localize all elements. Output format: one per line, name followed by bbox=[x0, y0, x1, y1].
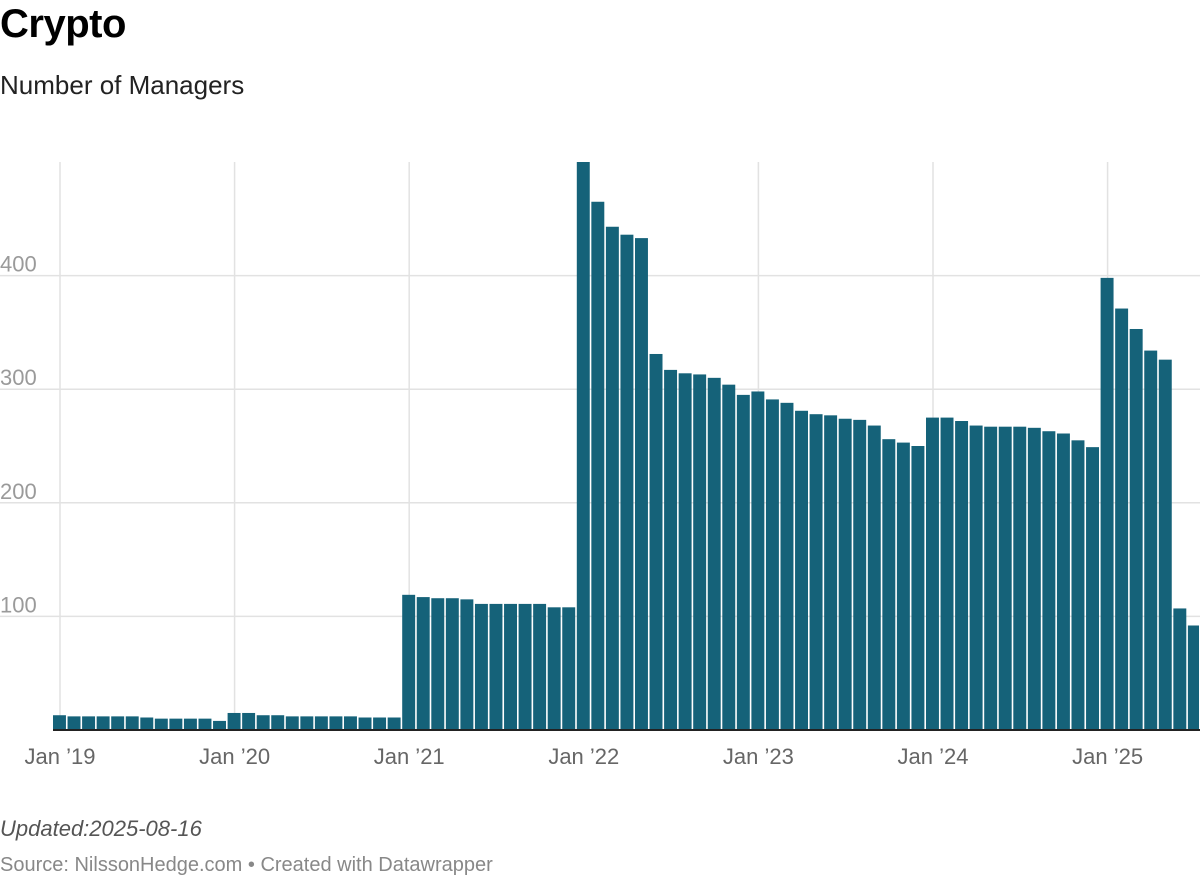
bar bbox=[445, 598, 459, 730]
bar bbox=[154, 718, 168, 730]
chart-title: Crypto bbox=[0, 2, 126, 46]
bar bbox=[1115, 308, 1129, 730]
bar bbox=[111, 716, 125, 730]
bar bbox=[911, 446, 925, 730]
bar bbox=[576, 162, 590, 730]
bar bbox=[809, 414, 823, 730]
bar bbox=[504, 603, 517, 730]
bar bbox=[926, 417, 939, 730]
bar bbox=[1129, 328, 1143, 730]
bar bbox=[474, 603, 488, 730]
bar-chart: 100 200 300 400 Jan ’19 Jan ’20 Jan ’21 Jan ’2… bbox=[0, 162, 1200, 769]
updated-note: Updated:2025-08-16 bbox=[0, 816, 202, 841]
x-tick-label: Jan ’25 bbox=[1072, 744, 1143, 769]
bar bbox=[940, 417, 954, 730]
bar bbox=[1013, 426, 1027, 730]
x-tick-label: Jan ’24 bbox=[898, 744, 969, 769]
x-tick-label: Jan ’22 bbox=[548, 744, 619, 769]
bar bbox=[125, 716, 139, 730]
bar bbox=[969, 425, 983, 730]
bar bbox=[1144, 350, 1158, 730]
bar bbox=[984, 426, 998, 730]
bar bbox=[271, 715, 285, 730]
bar bbox=[867, 425, 881, 730]
bar bbox=[998, 426, 1012, 730]
bar bbox=[795, 410, 808, 730]
bar bbox=[169, 718, 183, 730]
bar bbox=[1158, 359, 1172, 730]
bar bbox=[227, 712, 241, 730]
bar bbox=[664, 369, 678, 730]
x-tick-label: Jan ’23 bbox=[723, 744, 794, 769]
bar bbox=[896, 442, 910, 730]
y-tick-label: 200 bbox=[0, 479, 37, 504]
bar bbox=[1056, 433, 1070, 730]
bar bbox=[329, 716, 343, 730]
bar bbox=[838, 418, 852, 730]
bar bbox=[1173, 608, 1187, 730]
bar bbox=[518, 603, 532, 730]
bar bbox=[591, 201, 605, 730]
bar bbox=[736, 394, 750, 730]
bar bbox=[96, 716, 110, 730]
bar bbox=[649, 353, 663, 730]
bar bbox=[82, 716, 96, 730]
bar bbox=[1071, 440, 1085, 730]
bar bbox=[387, 717, 401, 730]
y-tick-label: 100 bbox=[0, 592, 37, 617]
x-tick-label: Jan ’19 bbox=[25, 744, 96, 769]
bar bbox=[605, 226, 619, 730]
bar bbox=[402, 594, 416, 730]
bar bbox=[955, 421, 969, 730]
bar bbox=[140, 717, 154, 730]
y-tick-label: 400 bbox=[0, 252, 37, 277]
bar bbox=[1027, 427, 1041, 730]
bar bbox=[635, 238, 648, 731]
bar bbox=[460, 599, 474, 730]
source-credit: Source: NilssonHedge.com • Created with … bbox=[0, 854, 493, 876]
bar bbox=[314, 716, 328, 730]
bar bbox=[1086, 447, 1099, 730]
bar bbox=[431, 598, 445, 730]
bar bbox=[547, 607, 561, 730]
bar bbox=[373, 717, 387, 730]
bar bbox=[344, 716, 357, 730]
x-tick-label: Jan ’20 bbox=[199, 744, 270, 769]
bar bbox=[765, 399, 779, 730]
x-axis-labels: Jan ’19 Jan ’20 Jan ’21 Jan ’22 Jan ’23 Jan ’… bbox=[25, 744, 1144, 769]
bar bbox=[53, 715, 66, 730]
bar bbox=[693, 374, 707, 730]
bar bbox=[1042, 431, 1056, 730]
bar bbox=[256, 715, 270, 730]
bar bbox=[824, 415, 838, 730]
bars bbox=[53, 162, 1199, 731]
bar bbox=[285, 716, 299, 730]
bar bbox=[1187, 625, 1199, 730]
bar bbox=[533, 603, 547, 730]
bar bbox=[242, 712, 256, 730]
bar bbox=[213, 720, 226, 730]
bar bbox=[751, 391, 765, 730]
bar bbox=[67, 716, 81, 730]
bar bbox=[1100, 277, 1114, 730]
chart-subtitle: Number of Managers bbox=[0, 70, 245, 100]
bar bbox=[722, 384, 736, 730]
bar bbox=[183, 718, 197, 730]
bar bbox=[198, 718, 212, 730]
bar bbox=[707, 377, 721, 730]
bar bbox=[853, 419, 867, 730]
bar bbox=[358, 717, 372, 730]
bar bbox=[678, 373, 692, 730]
bar bbox=[300, 716, 314, 730]
bar bbox=[620, 234, 634, 730]
x-tick-label: Jan ’21 bbox=[374, 744, 445, 769]
bar bbox=[882, 439, 896, 730]
bar bbox=[416, 597, 430, 730]
bar bbox=[489, 603, 503, 730]
bar bbox=[562, 607, 576, 730]
bar bbox=[780, 402, 794, 730]
y-axis-labels: 100 200 300 400 bbox=[0, 252, 37, 618]
y-tick-label: 300 bbox=[0, 365, 37, 390]
